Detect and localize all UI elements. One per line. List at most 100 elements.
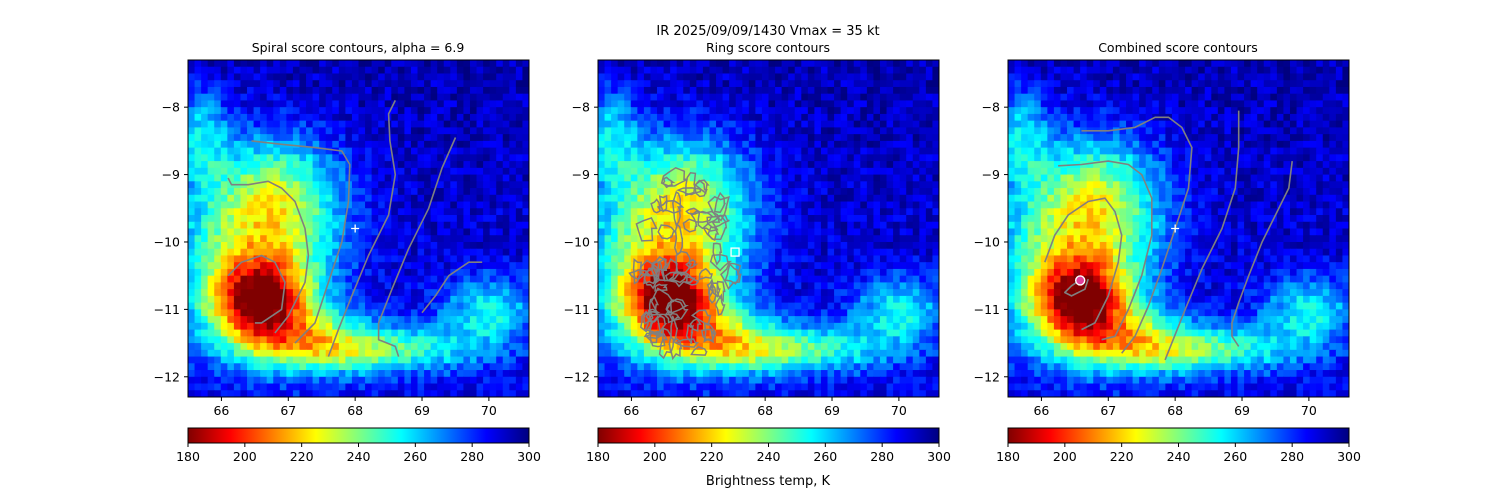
heatmap-cell	[683, 107, 691, 115]
heatmap-cell	[906, 201, 914, 209]
heatmap-cell	[932, 86, 939, 95]
heatmap-cell	[729, 201, 737, 209]
heatmap-cell	[410, 60, 419, 68]
heatmap-cell	[899, 336, 907, 344]
heatmap-cell	[716, 66, 724, 75]
heatmap-cell	[410, 215, 419, 223]
heatmap-cell	[729, 107, 737, 115]
heatmap-cell	[325, 248, 333, 257]
heatmap-cell	[643, 154, 652, 162]
heatmap-cell	[853, 120, 861, 128]
heatmap-cell	[702, 161, 711, 169]
heatmap-cell	[266, 80, 274, 88]
heatmap-cell	[761, 262, 770, 270]
heatmap-cell	[509, 113, 517, 122]
heatmap-cell	[483, 107, 491, 115]
heatmap-cell	[689, 228, 697, 236]
heatmap-cell	[509, 383, 517, 391]
heatmap-cell	[515, 228, 524, 236]
heatmap-cell	[873, 120, 881, 128]
heatmap-cell	[840, 134, 848, 142]
heatmap-cell	[424, 295, 432, 304]
heatmap-cell	[292, 93, 301, 102]
heatmap-cell	[253, 140, 261, 149]
heatmap-cell	[371, 147, 379, 155]
heatmap-cell	[253, 167, 261, 176]
heatmap-cell	[834, 343, 842, 351]
heatmap-cell	[233, 295, 242, 304]
heatmap-cell	[925, 181, 934, 189]
heatmap-cell	[755, 349, 763, 358]
heatmap-cell	[637, 188, 645, 196]
heatmap-cell	[807, 147, 816, 155]
heatmap-cell	[847, 255, 855, 263]
heatmap-cell	[207, 161, 215, 169]
heatmap-cell	[919, 120, 927, 128]
heatmap-cell	[748, 134, 756, 142]
heatmap-cell	[463, 194, 471, 203]
heatmap-cell	[598, 100, 606, 108]
heatmap-cell	[456, 215, 465, 223]
heatmap-cell	[450, 363, 458, 371]
heatmap-cell	[866, 235, 875, 243]
heatmap-cell	[879, 262, 888, 270]
heatmap-cell	[879, 329, 888, 337]
heatmap-cell	[476, 93, 484, 102]
heatmap-cell	[670, 93, 678, 102]
heatmap-cell	[847, 302, 855, 310]
heatmap-cell	[430, 113, 438, 122]
heatmap-cell	[240, 309, 248, 317]
heatmap-cell	[515, 241, 524, 250]
heatmap-cell	[450, 73, 458, 81]
heatmap-cell	[886, 282, 894, 290]
heatmap-cell	[630, 80, 638, 88]
heatmap-cell	[617, 268, 625, 277]
heatmap-cell	[709, 80, 717, 88]
heatmap-cell	[761, 161, 770, 169]
heatmap-cell	[292, 349, 301, 358]
heatmap-cell	[194, 140, 202, 149]
heatmap-cell	[227, 329, 235, 337]
heatmap-cell	[748, 208, 756, 216]
heatmap-cell	[469, 147, 478, 155]
heatmap-cell	[919, 289, 927, 297]
heatmap-cell	[378, 235, 386, 243]
heatmap-cell	[899, 86, 907, 95]
heatmap-cell	[611, 336, 619, 344]
heatmap-cell	[260, 329, 268, 337]
heatmap-cell	[201, 188, 209, 196]
heatmap-cell	[463, 140, 471, 149]
heatmap-cell	[450, 113, 458, 122]
heatmap-cell	[899, 282, 907, 290]
heatmap-cell	[696, 147, 704, 155]
heatmap-cell	[496, 120, 504, 128]
heatmap-cell	[410, 383, 419, 391]
heatmap-cell	[260, 383, 268, 391]
heatmap-cell	[306, 215, 314, 223]
heatmap-cell	[214, 390, 222, 397]
heatmap-cell	[637, 208, 645, 216]
heatmap-cell	[469, 241, 478, 250]
heatmap-cell	[761, 343, 770, 351]
heatmap-cell	[820, 113, 829, 122]
heatmap-cell	[207, 262, 215, 270]
heatmap-cell	[522, 376, 529, 385]
heatmap-cell	[624, 107, 632, 115]
heatmap-cell	[847, 349, 855, 358]
heatmap-cell	[194, 100, 202, 108]
heatmap-cell	[410, 221, 419, 230]
heatmap-cell	[932, 113, 939, 122]
heatmap-cell	[755, 120, 763, 128]
heatmap-cell	[617, 93, 625, 102]
heatmap-cell	[696, 255, 704, 263]
heatmap-cell	[624, 215, 632, 223]
heatmap-cell	[509, 120, 517, 128]
heatmap-cell	[604, 93, 612, 102]
heatmap-cell	[430, 208, 438, 216]
heatmap-cell	[807, 93, 816, 102]
heatmap-cell	[801, 66, 809, 75]
heatmap-cell	[338, 93, 346, 102]
heatmap-cell	[358, 390, 366, 397]
heatmap-cell	[893, 215, 901, 223]
heatmap-cell	[410, 154, 419, 162]
